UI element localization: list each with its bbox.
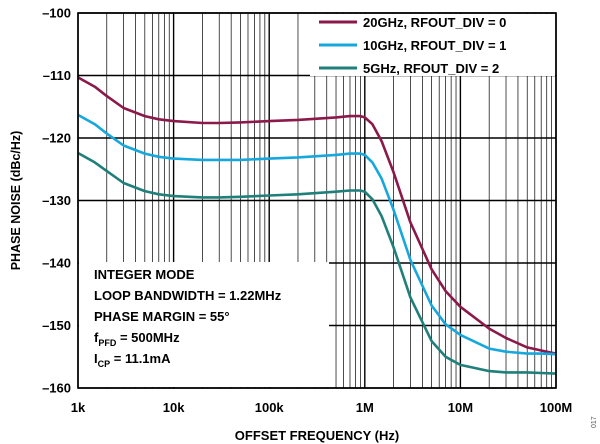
x-tick-label: 10k [163,400,185,415]
y-tick-label: –140 [42,256,71,271]
annotation-box: INTEGER MODE LOOP BANDWIDTH = 1.22MHz PHAS… [79,262,329,387]
x-tick-labels: 1k 10k 100k 1M 10M 100M [71,400,573,415]
x-axis-label: OFFSET FREQUENCY (Hz) [235,428,399,443]
series-line [77,76,557,355]
annotation-line: fPFD = 500MHz [94,330,180,348]
legend-label: 10GHz, RFOUT_DIV = 1 [363,38,506,53]
x-tick-label: 1M [356,400,374,415]
legend-label: 20GHz, RFOUT_DIV = 0 [363,15,506,30]
y-tick-label: –120 [42,131,71,146]
y-tick-label: –100 [42,6,71,21]
x-tick-label: 100k [255,400,285,415]
y-axis-label: PHASE NOISE (dBc/Hz) [9,131,23,271]
y-tick-labels: –100 –110 –120 –130 –140 –150 –160 [42,6,71,396]
series-lines [77,76,557,375]
y-tick-label: –110 [43,68,71,83]
x-tick-label: 1k [71,400,86,415]
series-line [77,151,557,375]
y-tick-label: –160 [42,381,71,396]
x-tick-label: 100M [540,400,573,415]
annotation-background [79,262,329,387]
legend-label: 5GHz, RFOUT_DIV = 2 [363,61,499,76]
annotation-line: ICP = 11.1mA [94,351,171,369]
series-line [77,113,557,356]
y-tick-label: –130 [42,193,71,208]
legend: 20GHz, RFOUT_DIV = 0 10GHz, RFOUT_DIV = 1… [310,14,555,76]
y-tick-label: –150 [42,318,71,333]
annotation-line: LOOP BANDWIDTH = 1.22MHz [94,288,282,303]
figure-number: 017 [591,416,598,428]
annotation-line: INTEGER MODE [94,267,195,282]
plot-frame [77,12,557,389]
x-tick-label: 10M [448,400,473,415]
annotation-line: PHASE MARGIN = 55° [94,309,230,324]
